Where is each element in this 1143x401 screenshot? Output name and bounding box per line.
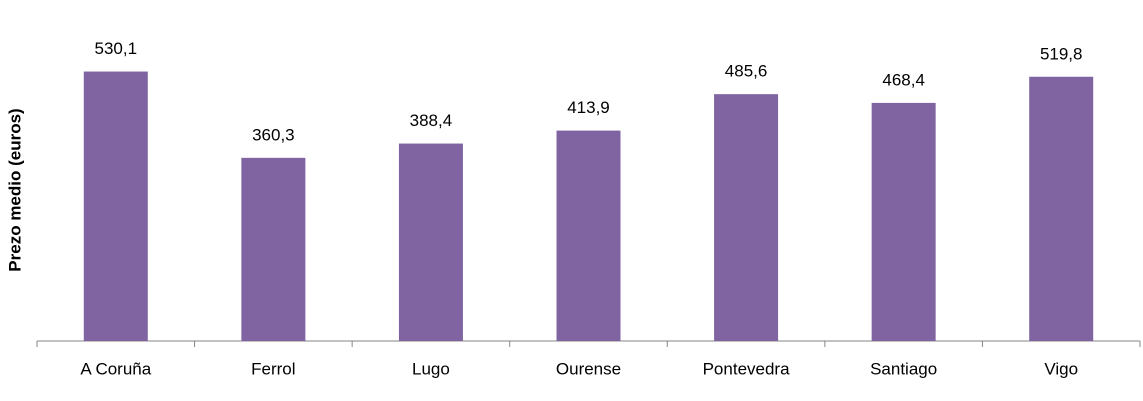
data-label: 388,4 — [410, 111, 453, 130]
bar — [83, 71, 148, 341]
bar — [714, 94, 779, 341]
data-label: 413,9 — [567, 98, 610, 117]
x-tick-label: Santiago — [870, 359, 937, 378]
data-label: 530,1 — [95, 39, 138, 58]
x-tick-label: Pontevedra — [703, 359, 790, 378]
x-tick-label: Ourense — [556, 359, 621, 378]
y-axis-label: Prezo medio (euros) — [5, 108, 24, 271]
x-tick-label: Ferrol — [251, 359, 295, 378]
bar — [398, 143, 463, 341]
bar — [241, 157, 306, 341]
x-tick-label: A Coruña — [80, 359, 151, 378]
bar — [871, 102, 936, 341]
data-label: 485,6 — [725, 62, 768, 81]
data-label: 519,8 — [1040, 44, 1083, 63]
x-tick-label: Lugo — [412, 359, 450, 378]
bar — [1029, 76, 1094, 341]
data-label: 360,3 — [252, 125, 295, 144]
x-tick-label: Vigo — [1044, 359, 1078, 378]
data-label: 468,4 — [882, 70, 925, 89]
bar — [556, 130, 621, 341]
